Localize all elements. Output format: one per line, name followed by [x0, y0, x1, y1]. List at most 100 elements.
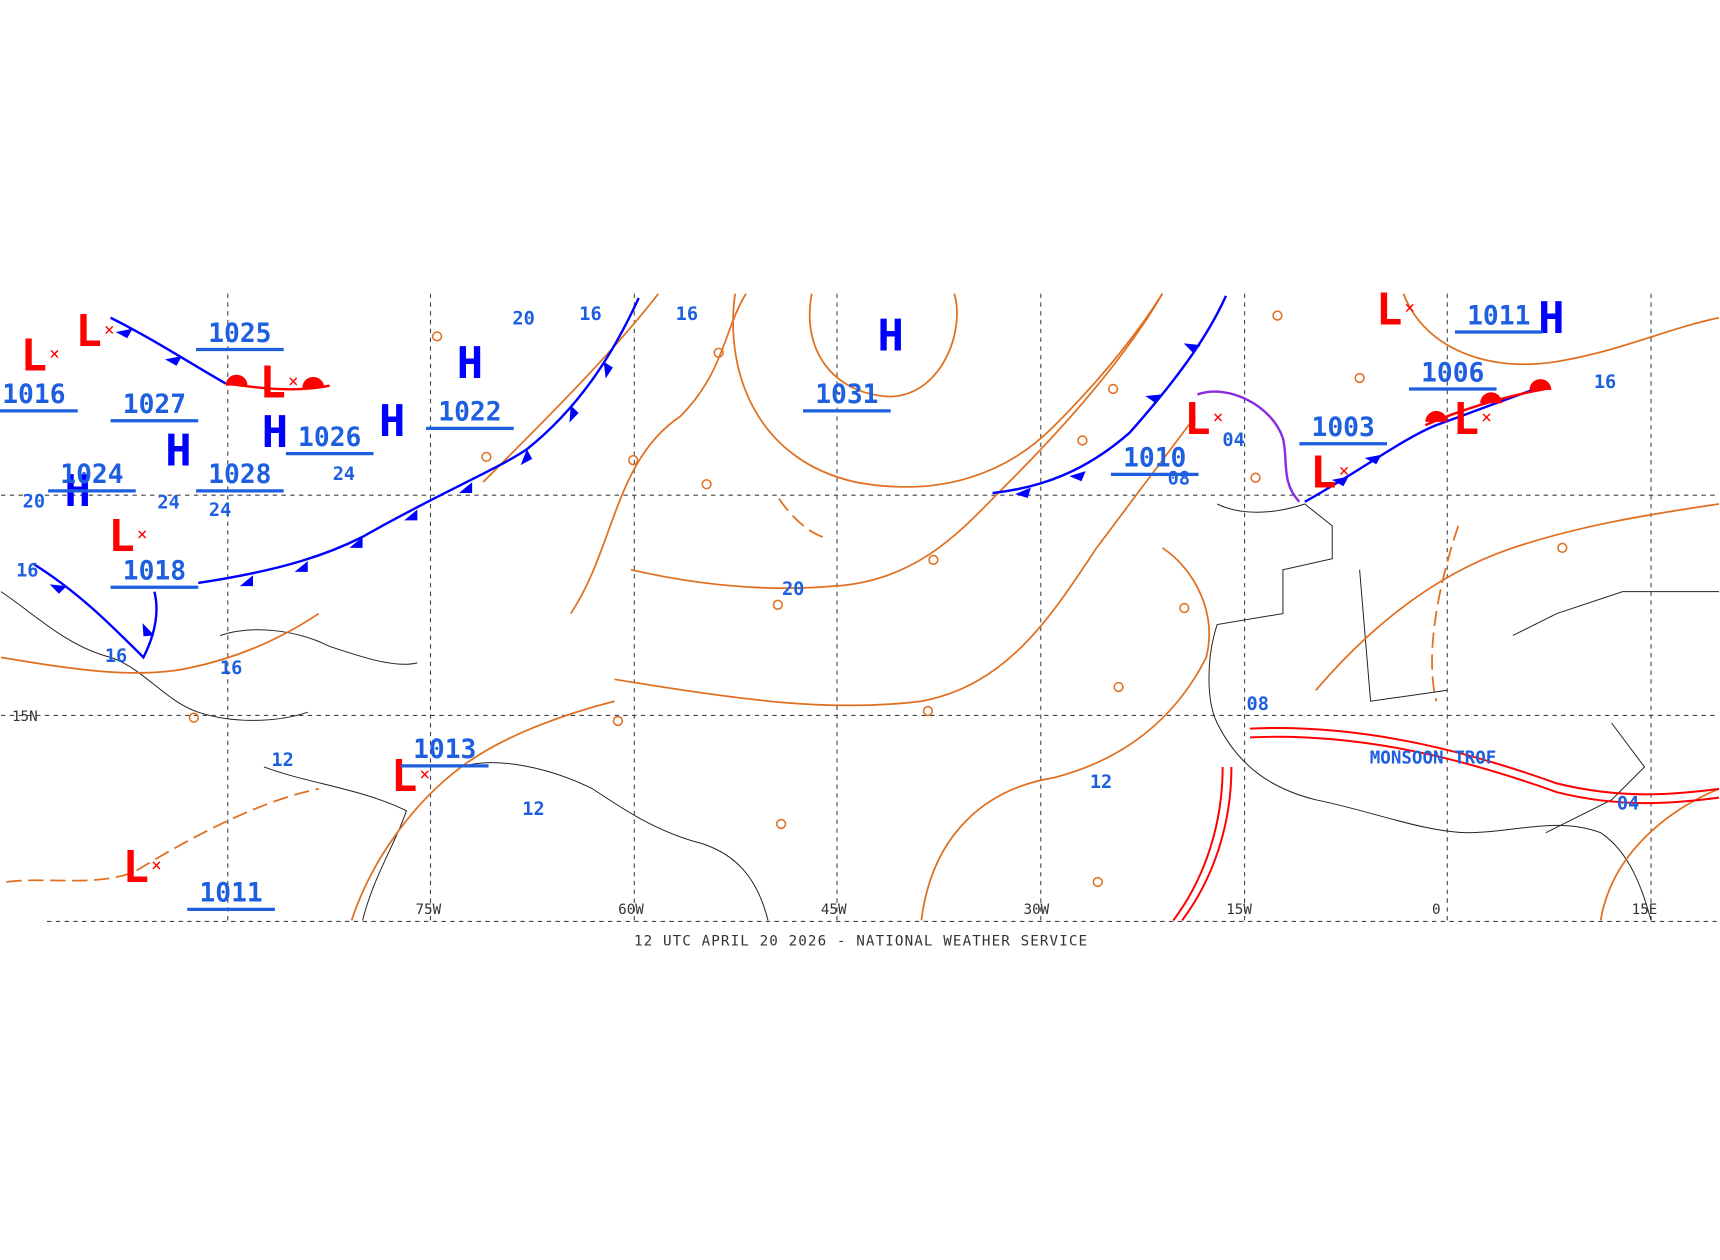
- front-symbol: [603, 361, 613, 379]
- station-marker: [1179, 602, 1190, 614]
- front-symbol: [520, 449, 533, 466]
- isobar-label: 08: [1247, 694, 1269, 715]
- trough-label: MONSOON TROF: [1370, 749, 1497, 769]
- front-symbol: [142, 623, 155, 637]
- low-center: L: [108, 511, 134, 562]
- warm-bump: [225, 374, 248, 386]
- central-pressure: 1024: [60, 460, 123, 490]
- low-marker: ×: [137, 525, 148, 545]
- low-center: L: [1376, 284, 1402, 335]
- low-marker: ×: [1405, 298, 1416, 318]
- low-marker: ×: [49, 344, 60, 364]
- isobar-label: 16: [16, 560, 38, 581]
- central-pressure: 1011: [1467, 301, 1530, 331]
- isobar-label: 24: [333, 464, 355, 485]
- front-symbol: [404, 509, 418, 521]
- station-marker: [188, 712, 199, 723]
- station-marker: [1107, 383, 1119, 395]
- low-marker: ×: [1481, 408, 1492, 428]
- front-symbol: [294, 560, 308, 572]
- longitude-label: 15W: [1226, 902, 1252, 918]
- low-center: L: [75, 306, 101, 357]
- front-symbol: [1015, 487, 1031, 499]
- latitude-label: 15N: [12, 709, 38, 725]
- central-pressure: 1018: [123, 557, 186, 587]
- station-marker: [775, 818, 787, 830]
- central-pressure: 1016: [2, 380, 65, 410]
- warm-bump: [1529, 379, 1552, 391]
- low-center: L: [1310, 448, 1336, 499]
- central-pressure: 1022: [438, 398, 501, 428]
- longitude-label: 0: [1432, 902, 1441, 918]
- isobars: [0, 293, 1720, 921]
- isobar-label: 08: [1168, 468, 1190, 489]
- front-symbol: [458, 482, 473, 494]
- longitude-label: 30W: [1024, 902, 1050, 918]
- station-marker: [1354, 372, 1365, 384]
- central-pressure: 1010: [1123, 444, 1186, 474]
- isobar-label: 12: [522, 799, 544, 820]
- front-symbol: [1331, 476, 1349, 487]
- front-symbol: [349, 536, 363, 548]
- warm-bump: [302, 376, 325, 388]
- central-pressure: 1028: [208, 460, 271, 490]
- station-marker: [1250, 472, 1261, 483]
- isobar-label: 16: [1594, 372, 1616, 393]
- low-center: L: [1184, 394, 1210, 445]
- longitude-label: 45W: [821, 902, 847, 918]
- low-marker: ×: [288, 372, 299, 392]
- station-marker: [612, 715, 624, 727]
- low-center: L: [260, 358, 286, 409]
- isobar-label: 16: [579, 304, 601, 325]
- station-marker: [1272, 310, 1283, 321]
- low-center: L: [391, 751, 417, 802]
- isobar-label: 20: [512, 308, 534, 329]
- isobar-label: 16: [105, 646, 127, 667]
- station-marker: [1077, 435, 1088, 446]
- station-marker: [628, 455, 639, 466]
- station-marker: [701, 479, 712, 490]
- station-marker: [928, 554, 939, 566]
- low-marker: ×: [1213, 408, 1224, 428]
- central-pressure: 1006: [1421, 358, 1484, 388]
- station-marker: [922, 705, 934, 717]
- front-symbol: [49, 584, 67, 594]
- low-center: L: [123, 842, 149, 893]
- station-marker: [1092, 876, 1103, 888]
- central-pressure: 1026: [298, 423, 361, 453]
- front-symbol: [239, 575, 254, 587]
- low-marker: ×: [104, 320, 115, 340]
- isobar-label: 12: [271, 750, 293, 771]
- high-center: H: [877, 311, 903, 362]
- central-pressure: 1003: [1312, 413, 1375, 443]
- front-symbol: [1145, 394, 1163, 404]
- central-pressure: 1031: [815, 380, 878, 410]
- longitude-label: 75W: [415, 902, 441, 918]
- high-center: H: [379, 396, 405, 447]
- low-marker: ×: [151, 856, 162, 876]
- front-symbol: [1183, 343, 1201, 353]
- low-marker: ×: [1339, 462, 1350, 482]
- isobar-label: 12: [1090, 772, 1112, 793]
- warm-bump: [1425, 410, 1448, 422]
- high-center: H: [457, 338, 483, 389]
- station-marker: [1113, 681, 1124, 693]
- coastlines: [0, 503, 1719, 921]
- central-pressure: 1011: [199, 879, 262, 909]
- central-pressure: 1013: [413, 735, 476, 765]
- high-center: H: [262, 407, 288, 458]
- low-center: L: [21, 330, 47, 381]
- high-center: H: [165, 426, 191, 477]
- station-marker: [431, 331, 443, 342]
- low-marker: ×: [420, 765, 431, 785]
- isobar-label: 20: [23, 491, 45, 512]
- station-marker: [713, 347, 724, 358]
- longitude-label: 60W: [618, 902, 644, 918]
- isobar-label: 16: [220, 658, 242, 679]
- central-pressure: 1027: [123, 390, 186, 420]
- isobar-label: 20: [782, 579, 804, 600]
- station-marker: [481, 451, 492, 463]
